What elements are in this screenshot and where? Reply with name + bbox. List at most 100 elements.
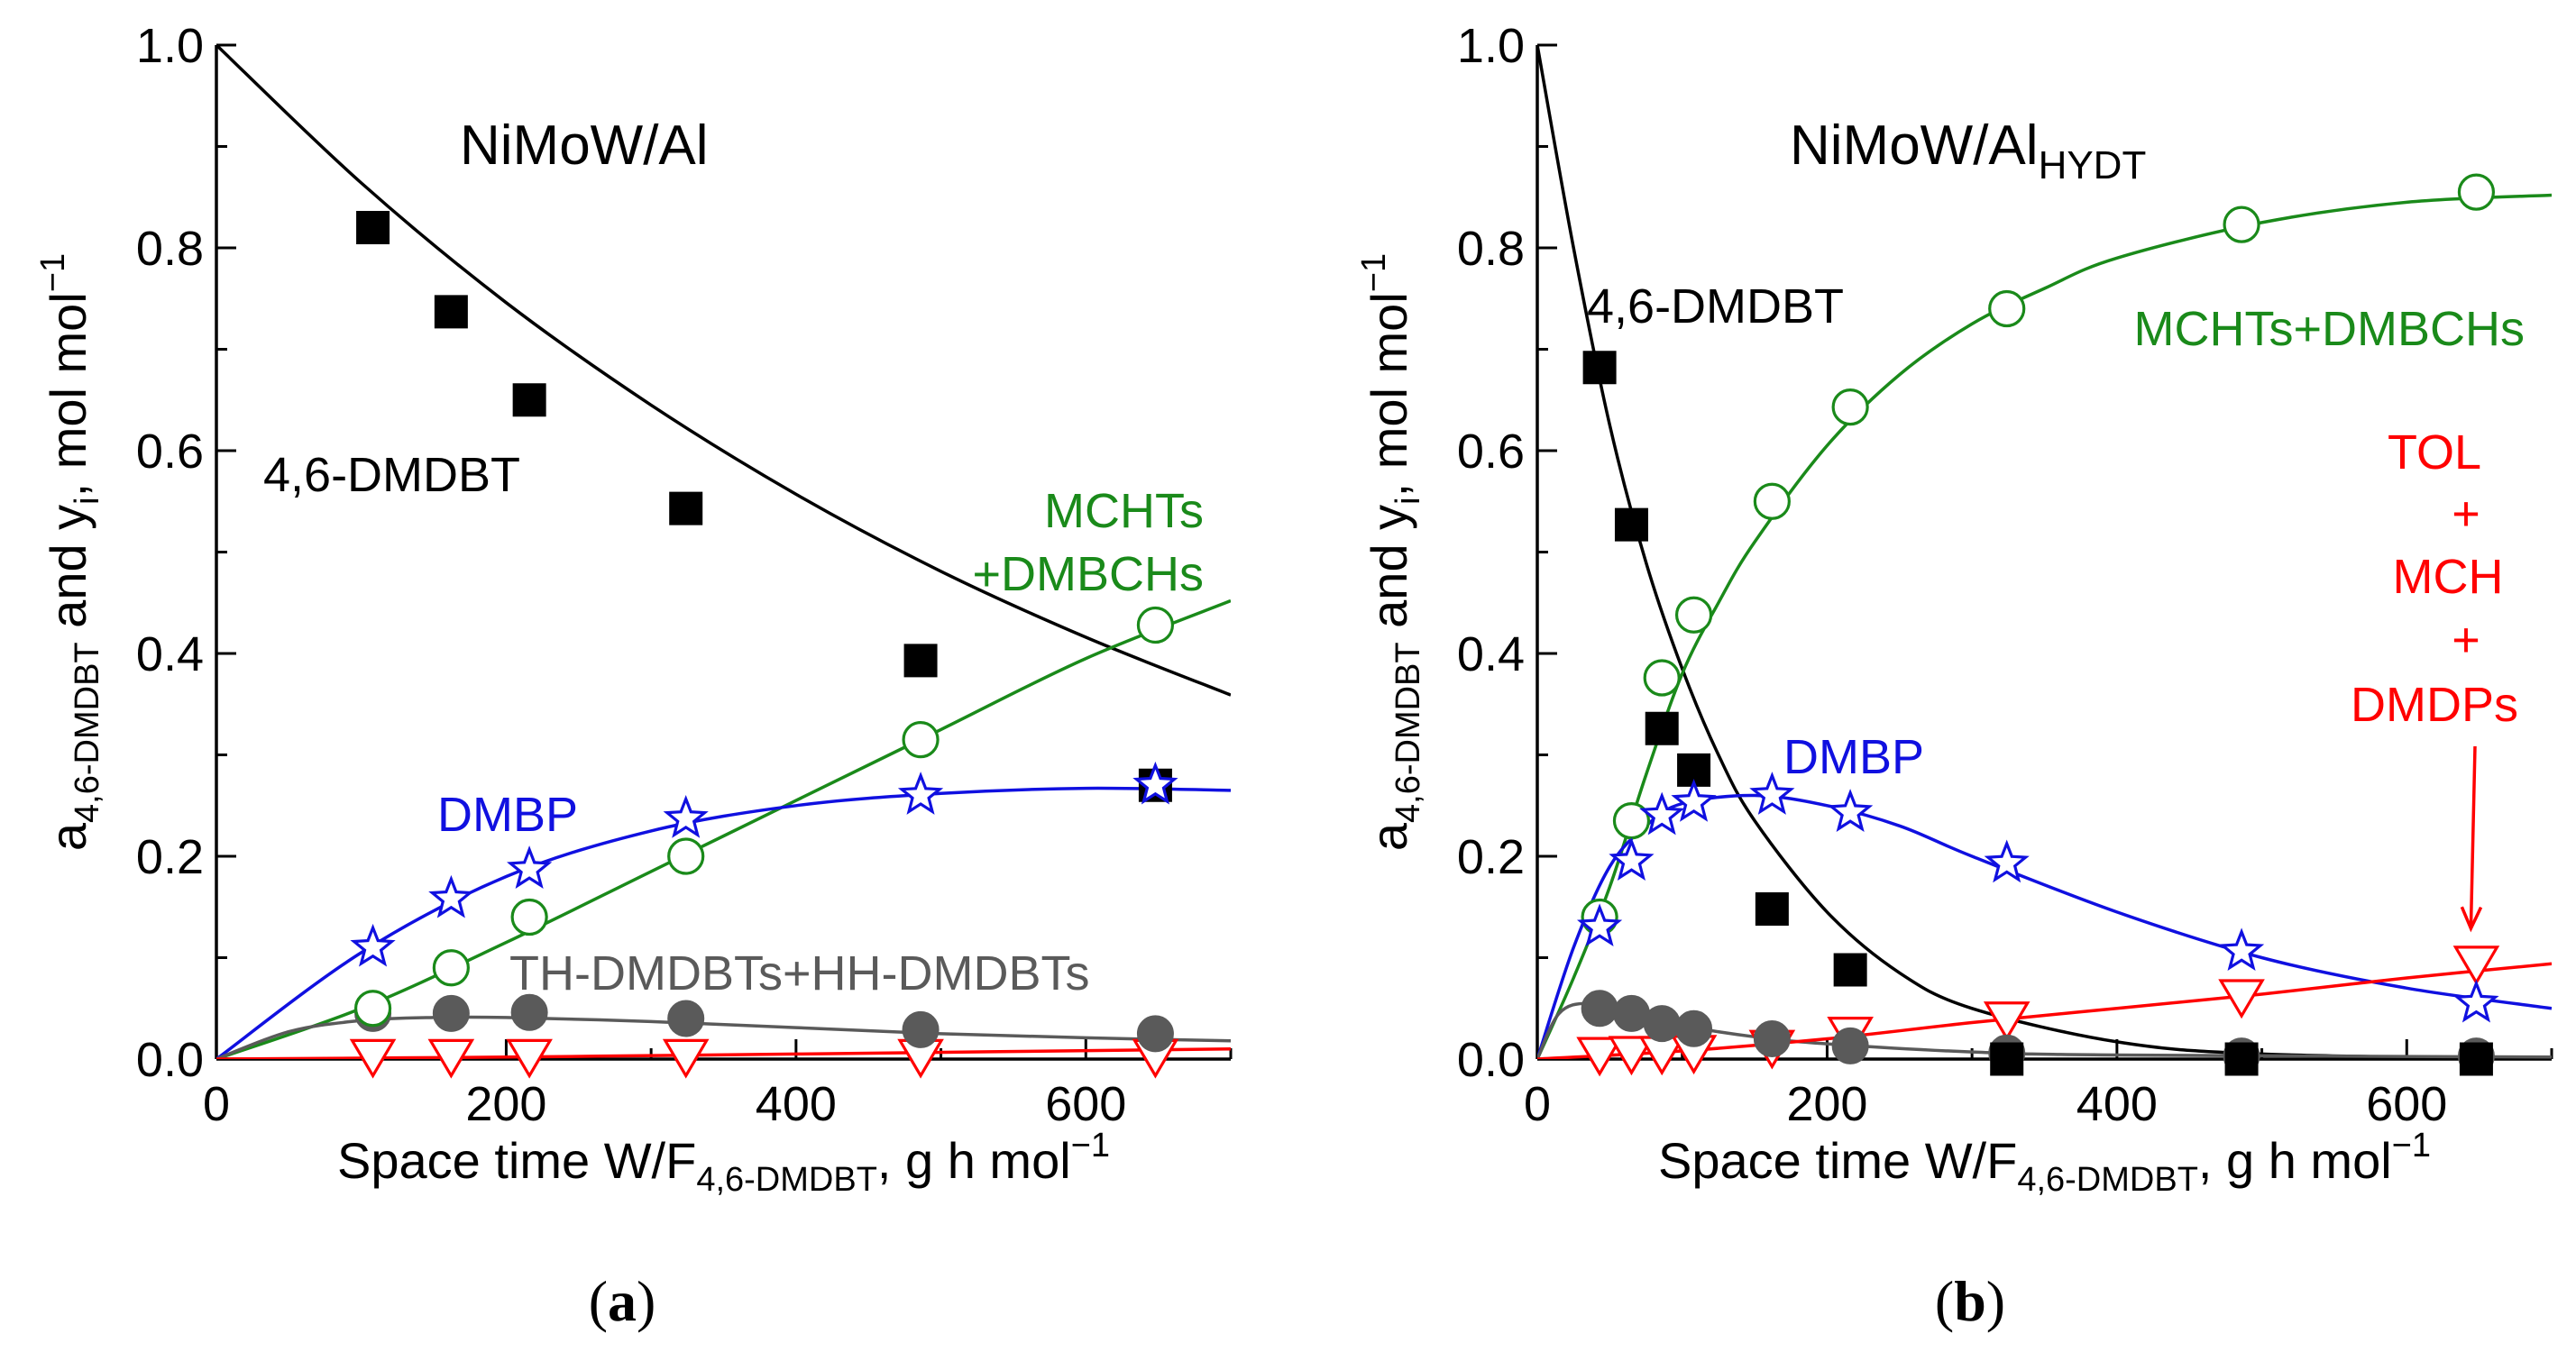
panel-b: 0 200 400 600 0.0 0.2 0.4 0.6 0.8 1.0 Space time W… [1355,19,2553,1333]
data-point [1581,990,1618,1028]
data-point [349,1038,397,1079]
panel-caption: (a) [589,1269,656,1333]
data-point [1984,839,2030,883]
data-point [1614,507,1648,542]
x-tick-label: 600 [2366,1077,2447,1131]
data-point [1582,351,1617,385]
y-tick-label: 0.6 [1457,425,1525,479]
data-point [1136,1015,1174,1053]
data-point [667,1000,705,1037]
data-point [669,491,703,525]
data-point [1831,388,1869,426]
y-tick-label: 0.4 [1457,627,1525,681]
data-point [2452,945,2500,986]
data-point [507,845,553,889]
data-point [506,1038,553,1079]
data-point [427,1038,475,1079]
data-point [897,772,944,815]
data-point [2218,979,2265,1019]
series-label: DMBP [1783,730,1924,784]
data-point [428,874,474,918]
series-label: 4,6-DMDBT [1587,279,1844,333]
series-curve-dmbp [216,786,1231,1059]
panel-title: NiMoW/Al [460,114,709,177]
annotation-arrow [2469,745,2477,929]
series-markers-dmbp [350,761,1178,967]
data-point [353,990,392,1028]
series-markers-th-dmdbts-hh-dmdbts [354,993,1174,1053]
data-point [1753,482,1791,520]
data-point [1831,1027,1869,1064]
data-point [902,721,940,759]
series-label: + [2452,613,2480,667]
data-point [2218,927,2265,972]
curves [216,45,1231,1059]
y-axis-label: a4,6-DMDBT and yi, mol mol−1 [1355,253,1427,851]
data-point [432,994,470,1032]
series-label: 4,6-DMDBT [263,448,520,502]
series-label: DMDPs [2351,678,2518,732]
y-tick-label: 1.0 [1457,19,1525,73]
data-point [1609,837,1655,881]
y-tick-label: 0.6 [136,425,204,479]
data-point [1577,903,1623,947]
y-tick-label: 1.0 [136,19,204,73]
data-point [2224,1042,2259,1076]
y-tick-label: 0.2 [1457,830,1525,884]
x-axis-label: Space time W/F4,6-DMDBT, g h mol−1 [1658,1127,2431,1199]
data-point [1643,1005,1681,1043]
data-point [1671,779,1717,822]
data-point [1608,1036,1655,1076]
data-point [1833,953,1867,987]
x-axis-label: Space time W/F4,6-DMDBT, g h mol−1 [337,1127,1110,1199]
y-tick-label: 0.2 [136,830,204,884]
data-point [1132,761,1178,805]
series-label: DMBP [437,788,578,842]
x-tick-label: 0 [203,1077,230,1131]
data-point [1645,711,1679,745]
data-point [356,211,390,244]
data-point [667,837,705,875]
x-tick-label: 400 [2076,1077,2158,1131]
data-point [1749,772,1795,815]
data-point [432,949,470,987]
data-point [663,795,709,838]
y-axis-label: a4,6-DMDBT and yi, mol mol−1 [34,253,106,851]
data-point [512,383,546,417]
series-markers-mchts-dmbchs [353,606,1175,1028]
data-point [1828,789,1874,832]
series-curve-4-6-dmdbt [216,45,1231,697]
y-tick-label: 0.8 [136,222,204,276]
data-point [1576,1037,1623,1077]
data-point [662,1038,710,1079]
data-point [1753,1020,1791,1057]
panel-a: 0 200 400 600 0.0 0.2 0.4 0.6 0.8 1.0 Space time W… [34,19,1233,1333]
data-point [1675,1009,1713,1047]
series-curve-th-dmdbts-hh-dmdbts [216,1015,1231,1059]
annotation-arrowhead [2460,906,2483,933]
series-label: +DMBCHs [972,547,1204,601]
data-point [434,295,468,329]
series-markers-mchts-dmbchs [1581,173,2496,936]
x-tick-label: 200 [465,1077,546,1131]
data-point [1988,289,2026,328]
y-tick-label: 0.4 [136,627,204,681]
data-point [1990,1042,2024,1076]
series-markers-dmbp [1577,772,2499,1023]
x-tick-label: 0 [1524,1077,1551,1131]
data-point [1639,791,1685,836]
data-point [2457,173,2496,211]
data-point [1643,659,1681,697]
data-point [1755,892,1789,926]
y-tick-label: 0.0 [1457,1033,1525,1087]
data-point [2223,206,2260,243]
x-tick-label: 200 [1786,1077,1867,1131]
y-tick-label: 0.0 [136,1033,204,1087]
data-point [903,644,938,678]
series-label: MCHTs [1044,484,1204,538]
x-tick-label: 600 [1045,1077,1126,1131]
series-markers-tol-mch-dmdps [349,1038,1179,1079]
panel-caption: (b) [1935,1269,2005,1333]
panel-title: NiMoW/AlHYDT [1790,114,2146,187]
